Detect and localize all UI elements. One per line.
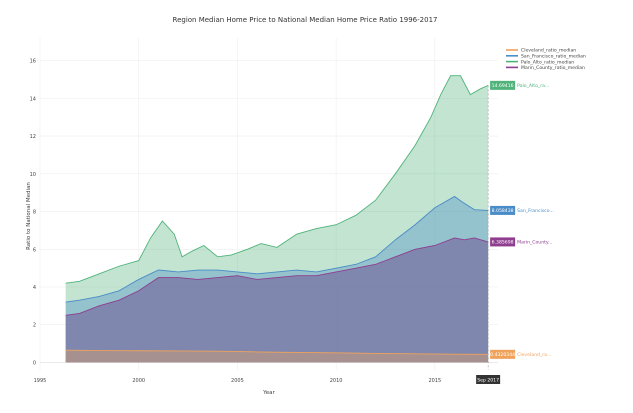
- end-series-name: Marin_County...: [517, 240, 552, 246]
- hover-x-label: Sep 2017: [477, 377, 499, 383]
- end-value-label: 0.4320344: [490, 352, 515, 358]
- area-series: [65, 75, 489, 363]
- series-line-Marin_County_ratio_median[interactable]: [65, 237, 489, 316]
- y-tick-label: 2: [33, 323, 36, 329]
- end-value-label: 6.385698: [492, 240, 514, 246]
- hover-x-label-box: [476, 375, 501, 384]
- y-axis-label: Ratio to National Median: [26, 182, 32, 250]
- x-tick-label: 1995: [34, 378, 47, 384]
- end-value-label: 14.69416: [492, 83, 514, 89]
- legend-entry[interactable]: Marin_County_ratio_median: [521, 65, 585, 71]
- series-line-Cleveland_ratio_median[interactable]: [65, 349, 489, 355]
- y-axis-ticks: 0 2 4 6 8 10 12 14 16: [30, 59, 36, 367]
- legend-entry[interactable]: San_Francisco_ratio_median: [521, 54, 586, 60]
- end-value-box: [490, 349, 516, 359]
- y-tick-label: 14: [30, 96, 36, 102]
- legend-entry[interactable]: Cleveland_ratio_median: [521, 48, 576, 54]
- area-fill-Marin_County_ratio_median[interactable]: [65, 237, 489, 363]
- x-tick-label: 2000: [132, 378, 145, 384]
- y-tick-label: 10: [30, 172, 36, 178]
- end-series-name: Cleveland_ra...: [517, 352, 551, 358]
- y-tick-label: 0: [33, 360, 36, 366]
- end-value-box: [490, 80, 516, 90]
- series-line-Palo_Alto_ratio_median[interactable]: [65, 75, 489, 284]
- x-axis-label: Year: [262, 390, 275, 396]
- end-value-label: 8.058438: [492, 208, 514, 214]
- legend-entry[interactable]: Palo_Alto_ratio_median: [521, 59, 574, 65]
- y-tick-label: 16: [30, 59, 36, 65]
- y-tick-label: 6: [33, 247, 36, 253]
- x-tick-label: 2005: [231, 378, 244, 384]
- y-tick-label: 8: [33, 210, 36, 216]
- end-value-box: [490, 237, 516, 247]
- series-end-labels: 0.4320344 Cleveland_ra... 8.058438 San_Fran…: [490, 80, 554, 359]
- x-tick-label: 2010: [330, 378, 343, 384]
- y-tick-label: 4: [33, 285, 36, 291]
- series-line-San_Francisco_ratio_median[interactable]: [65, 195, 489, 303]
- legend: Cleveland_ratio_medianSan_Francisco_rati…: [506, 48, 586, 71]
- x-tick-label: 2015: [428, 378, 441, 384]
- y-tick-label: 12: [30, 134, 36, 140]
- x-axis-ticks: 1995 2000 2005 2010 2015: [34, 378, 442, 384]
- end-series-name: San_Francisco...: [517, 208, 554, 214]
- chart-title: Region Median Home Price to National Med…: [173, 16, 438, 24]
- end-value-box: [490, 205, 516, 215]
- area-fill-Cleveland_ratio_median[interactable]: [65, 350, 489, 363]
- end-series-name: Palo_Alto_ra...: [517, 83, 549, 89]
